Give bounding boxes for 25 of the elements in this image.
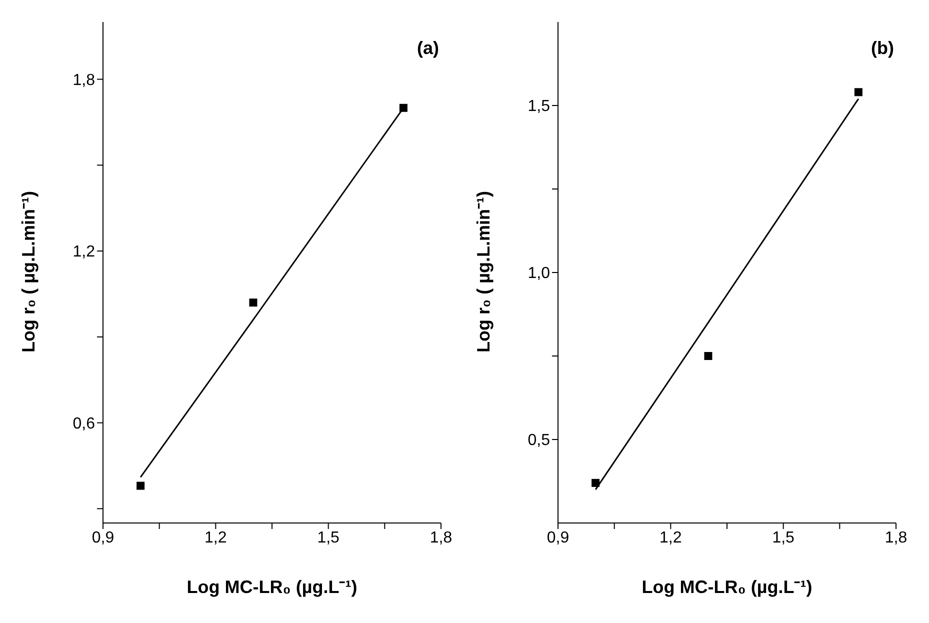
y-tick-label: 0,6 bbox=[72, 415, 96, 432]
point bbox=[854, 88, 862, 96]
x-tick-label: 1,2 bbox=[204, 529, 227, 546]
y-tick-label: 1,2 bbox=[72, 244, 96, 261]
y-tick-label: 1,8 bbox=[72, 72, 96, 89]
y-axis-title: Log r₀ ( µg.L.min⁻¹) bbox=[473, 191, 494, 352]
annotation: (b) bbox=[871, 38, 894, 59]
y-axis-title: Log r₀ ( µg.L.min⁻¹) bbox=[18, 191, 38, 352]
y-tick-label: 1,0 bbox=[528, 265, 550, 282]
point bbox=[136, 482, 145, 490]
annotation: (a) bbox=[417, 38, 439, 59]
y-tick-label: 1,5 bbox=[528, 98, 550, 116]
point bbox=[249, 298, 258, 307]
x-tick-label: 0,9 bbox=[92, 529, 114, 546]
x-tick-label: 1,5 bbox=[772, 529, 795, 546]
y-tick-label: 0,5 bbox=[528, 432, 550, 450]
x-tick-label: 1,8 bbox=[430, 529, 452, 546]
x-tick-label: 1,5 bbox=[317, 529, 340, 546]
point bbox=[592, 478, 600, 487]
x-axis-title: Log MC-LR₀ (µg.L⁻¹) bbox=[642, 577, 812, 597]
x-tick-label: 1,8 bbox=[884, 529, 908, 546]
x-tick-label: 1,2 bbox=[660, 529, 682, 546]
x-axis-title: Log MC-LR₀ (µg.L⁻¹) bbox=[186, 577, 358, 597]
point bbox=[704, 352, 712, 360]
x-tick-label: 0,9 bbox=[546, 529, 570, 546]
